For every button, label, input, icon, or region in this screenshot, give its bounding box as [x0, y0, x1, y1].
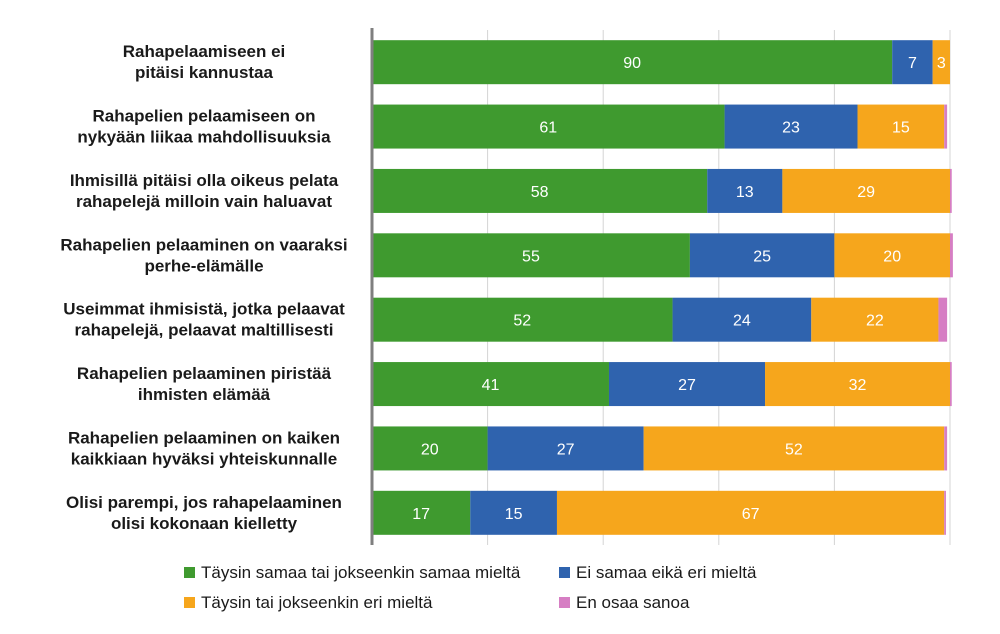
- data-label: 55: [522, 248, 540, 265]
- bar-segment: [834, 233, 950, 278]
- legend-label: Täysin tai jokseenkin eri mieltä: [201, 593, 433, 612]
- category-label-line: Useimmat ihmisistä, jotka pelaavat: [63, 300, 345, 319]
- category-label: Rahapelien pelaaminen on vaaraksi perhe-e…: [60, 235, 347, 275]
- category-label-line: nykyään liikaa mahdollisuuksia: [77, 128, 331, 147]
- bar-segment: [944, 490, 946, 535]
- bar-segment: [932, 40, 950, 85]
- legend-swatch: [559, 597, 570, 608]
- data-label: 3: [937, 55, 946, 72]
- category-label-line: kaikkiaan hyväksi yhteiskunnalle: [71, 449, 337, 468]
- bars-group: 90 7 3 61 23 15 58 13 29 55 25 20 52 24 22 41 27 32 20 27 52…: [372, 40, 953, 535]
- category-label-line: Olisi parempi, jos rahapelaaminen: [66, 493, 342, 512]
- data-label: 20: [883, 248, 901, 265]
- bar-segment: [950, 168, 952, 213]
- data-label: 52: [513, 313, 531, 330]
- data-label: 61: [539, 120, 557, 137]
- bar-segment: [643, 426, 945, 471]
- category-label-line: Rahapelaamiseen ei: [123, 42, 286, 61]
- category-label-line: perhe-elämälle: [144, 256, 263, 275]
- category-label: Rahapelien pelaaminen on kaiken kaikkiaan…: [68, 428, 340, 468]
- bar-segment: [556, 490, 945, 535]
- data-label: 25: [753, 248, 771, 265]
- data-label: 52: [785, 441, 803, 458]
- data-label: 90: [623, 55, 641, 72]
- category-label-line: ihmisten elämää: [138, 385, 271, 404]
- bar-segment: [672, 297, 812, 342]
- data-label: 67: [742, 506, 760, 523]
- category-label-line: pitäisi kannustaa: [135, 63, 273, 82]
- legend-label: Täysin samaa tai jokseenkin samaa mieltä: [201, 563, 521, 582]
- bar-segment: [782, 168, 950, 213]
- bar-segment: [811, 297, 939, 342]
- bar-segment: [707, 168, 783, 213]
- category-label: Ihmisillä pitäisi olla oikeus pelata raha…: [70, 171, 339, 211]
- bar-segment: [608, 362, 766, 407]
- bar-segment: [944, 426, 948, 471]
- bar-segment: [470, 490, 557, 535]
- data-label: 41: [482, 377, 500, 394]
- bar-segment: [372, 40, 893, 85]
- legend-swatch: [184, 597, 195, 608]
- category-label: Olisi parempi, jos rahapelaaminen olisi k…: [66, 493, 342, 533]
- data-label: 24: [733, 313, 751, 330]
- bar-segment: [372, 168, 708, 213]
- data-label: 27: [678, 377, 696, 394]
- category-label-line: Ihmisillä pitäisi olla oikeus pelata: [70, 171, 339, 190]
- category-label-line: Rahapelien pelaaminen on vaaraksi: [60, 235, 347, 254]
- category-label: Rahapelaamiseen ei pitäisi kannustaa: [123, 42, 286, 82]
- data-label: 15: [892, 120, 910, 137]
- data-label: 13: [736, 184, 754, 201]
- category-labels: Rahapelaamiseen ei pitäisi kannustaaRahap…: [60, 42, 347, 533]
- legend-swatch: [559, 567, 570, 578]
- bar-segment: [944, 104, 948, 149]
- data-label: 22: [866, 313, 884, 330]
- category-label-line: rahapelejä, pelaavat maltillisesti: [75, 321, 334, 340]
- bar-segment: [372, 490, 471, 535]
- bar-segment: [487, 426, 644, 471]
- category-label-line: rahapelejä milloin vain haluavat: [76, 192, 332, 211]
- bar-segment: [938, 297, 948, 342]
- bar-segment: [892, 40, 933, 85]
- data-label: 32: [849, 377, 867, 394]
- data-label: 58: [531, 184, 549, 201]
- legend-swatch: [184, 567, 195, 578]
- category-label-line: olisi kokonaan kielletty: [111, 514, 298, 533]
- category-label: Rahapelien pelaaminen piristää ihmisten e…: [77, 364, 332, 404]
- data-label: 23: [782, 120, 800, 137]
- bar-segment: [372, 297, 673, 342]
- category-label-line: Rahapelien pelaaminen on kaiken: [68, 428, 340, 447]
- category-label-line: Rahapelien pelaamiseen on: [93, 107, 316, 126]
- legend-label: Ei samaa eikä eri mieltä: [576, 563, 757, 582]
- category-label-line: Rahapelien pelaaminen piristää: [77, 364, 332, 383]
- bar-segment: [950, 362, 952, 407]
- bar-segment: [372, 426, 488, 471]
- data-label: 7: [908, 55, 917, 72]
- bar-segment: [372, 233, 690, 278]
- bar-segment: [950, 233, 953, 278]
- bar-segment: [372, 104, 725, 149]
- data-label: 20: [421, 441, 439, 458]
- category-label: Useimmat ihmisistä, jotka pelaavat rahape…: [63, 300, 345, 340]
- data-label: 29: [857, 184, 875, 201]
- bar-segment: [689, 233, 835, 278]
- data-label: 15: [505, 506, 523, 523]
- data-label: 17: [412, 506, 430, 523]
- legend: Täysin samaa tai jokseenkin samaa mieltä…: [184, 563, 757, 612]
- category-label: Rahapelien pelaamiseen on nykyään liikaa …: [77, 107, 331, 147]
- legend-label: En osaa sanoa: [576, 593, 690, 612]
- bar-segment: [857, 104, 945, 149]
- bar-segment: [724, 104, 858, 149]
- data-label: 27: [557, 441, 575, 458]
- bar-segment: [372, 362, 609, 407]
- bar-segment: [765, 362, 950, 407]
